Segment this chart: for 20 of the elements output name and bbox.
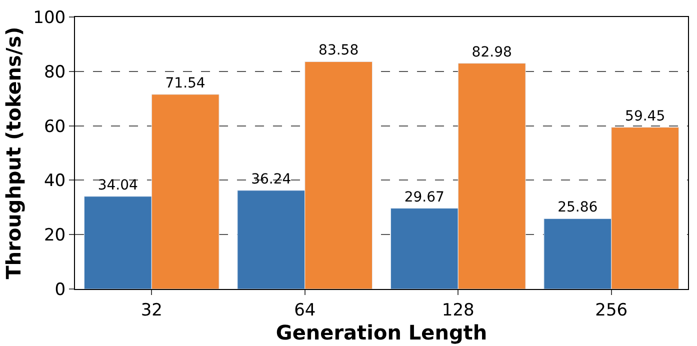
data-label: 34.04 <box>98 177 138 194</box>
y-tick-label: 100 <box>33 8 66 28</box>
x-axis-title: Generation Length <box>276 320 488 344</box>
x-tick-label: 64 <box>294 300 316 320</box>
data-label: 59.45 <box>625 108 666 124</box>
data-label: 71.54 <box>165 75 206 92</box>
y-tick-label: 20 <box>44 226 66 246</box>
x-tick-label: 256 <box>595 300 628 320</box>
y-tick-label: 60 <box>44 116 66 137</box>
data-label: 29.67 <box>404 189 444 206</box>
x-tick-label: 128 <box>442 300 474 320</box>
y-tick-label: 80 <box>44 62 66 82</box>
x-tick-label: 32 <box>140 300 162 320</box>
data-label: 82.98 <box>472 44 512 60</box>
data-label: 25.86 <box>558 200 598 216</box>
data-label: 36.24 <box>251 171 292 188</box>
y-tick-label: 0 <box>54 280 66 300</box>
data-label: 83.58 <box>318 42 359 59</box>
y-axis-title: Throughput (tokens/s) <box>2 26 26 280</box>
y-tick-label: 40 <box>44 171 66 192</box>
